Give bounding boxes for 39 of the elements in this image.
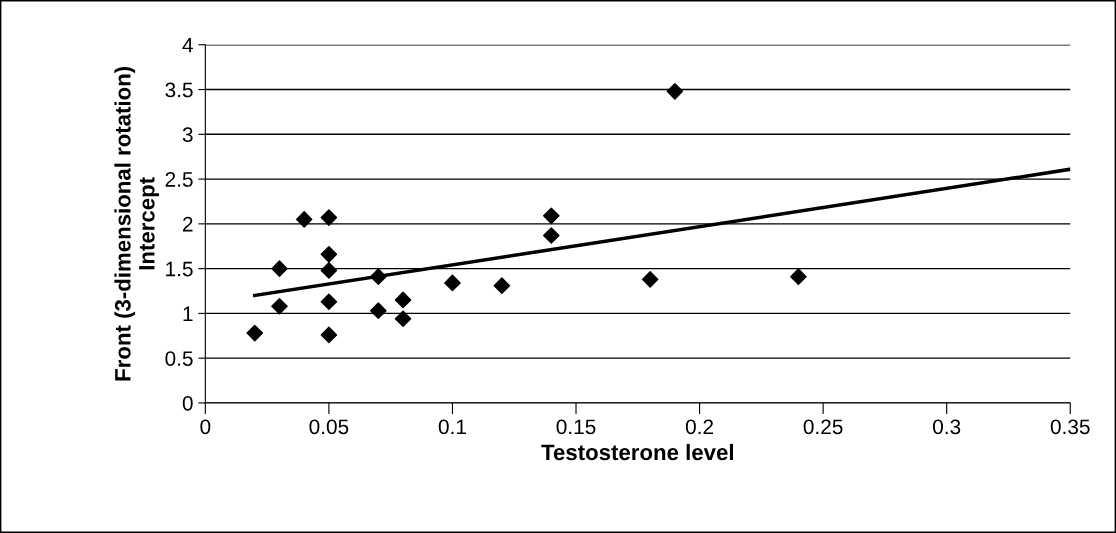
y-axis-title: Front (3-dimensional rotation) Intercept [114,66,160,381]
x-axis-title: Testosterone level [541,443,733,461]
y-tick-label: 1 [183,306,193,321]
point [370,302,387,320]
point [394,291,412,309]
y-tick-label: 4 [182,37,193,53]
point [295,211,313,228]
y-tick-label: 0 [182,395,193,411]
y-tick-label: 2 [183,216,193,232]
x-tick-label: 0.35 [1050,419,1090,435]
point [370,268,387,285]
point [246,324,264,342]
point [790,268,807,285]
x-tick-label: 0.3 [933,419,961,435]
y-tick-label: 2.5 [165,172,193,187]
x-tick-label: 0.15 [556,419,596,435]
x-tick-label: 0.05 [309,419,349,435]
point [271,297,288,315]
point [320,246,338,263]
point [320,326,338,344]
y-tick-label: 1.5 [166,261,193,277]
x-tick-label: 0.2 [685,419,714,435]
point [666,83,684,100]
point [320,293,338,311]
point [394,310,412,328]
point [543,207,560,225]
point [493,277,511,294]
x-tick-label: 0.1 [438,419,466,435]
y-tick-label: 3.5 [165,82,193,98]
x-tick-label: 0 [200,419,211,435]
point [271,260,288,277]
point [320,209,338,226]
point [320,262,338,279]
point [444,274,461,292]
point [641,271,659,288]
y-tick-label: 0.5 [165,351,193,366]
y-tick-label: 3 [182,127,193,143]
point [543,227,560,244]
x-tick-label: 0.25 [803,419,843,435]
